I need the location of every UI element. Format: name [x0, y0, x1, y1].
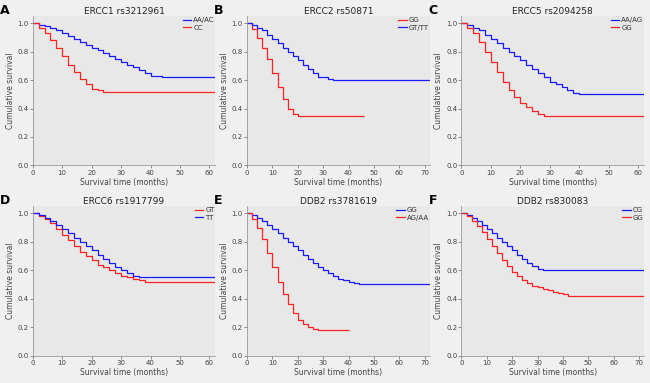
Legend: GG, GT/TT: GG, GT/TT	[398, 17, 429, 31]
Y-axis label: Cumulative survival: Cumulative survival	[6, 243, 14, 319]
Text: A: A	[0, 4, 10, 17]
Legend: AA/AC, CC: AA/AC, CC	[183, 17, 214, 31]
Legend: GG, AG/AA: GG, AG/AA	[396, 207, 429, 221]
Title: ERCC1 rs3212961: ERCC1 rs3212961	[84, 7, 164, 15]
X-axis label: Survival time (months): Survival time (months)	[80, 368, 168, 377]
Legend: GT, TT: GT, TT	[195, 207, 215, 221]
Title: DDB2 rs3781619: DDB2 rs3781619	[300, 196, 377, 206]
Y-axis label: Cumulative survival: Cumulative survival	[434, 52, 443, 129]
Y-axis label: Cumulative survival: Cumulative survival	[220, 243, 229, 319]
Title: DDB2 rs830083: DDB2 rs830083	[517, 196, 588, 206]
Title: ERCC6 rs1917799: ERCC6 rs1917799	[83, 196, 164, 206]
Title: ERCC2 rs50871: ERCC2 rs50871	[304, 7, 373, 15]
Text: D: D	[0, 195, 10, 208]
X-axis label: Survival time (months): Survival time (months)	[509, 178, 597, 187]
X-axis label: Survival time (months): Survival time (months)	[294, 368, 382, 377]
Text: E: E	[214, 195, 223, 208]
Y-axis label: Cumulative survival: Cumulative survival	[434, 243, 443, 319]
Y-axis label: Cumulative survival: Cumulative survival	[220, 52, 229, 129]
Text: F: F	[428, 195, 437, 208]
Text: C: C	[428, 4, 437, 17]
Y-axis label: Cumulative survival: Cumulative survival	[6, 52, 14, 129]
Legend: AA/AG, GG: AA/AG, GG	[611, 17, 644, 31]
X-axis label: Survival time (months): Survival time (months)	[80, 178, 168, 187]
Text: B: B	[214, 4, 224, 17]
Legend: CG, GG: CG, GG	[622, 207, 644, 221]
X-axis label: Survival time (months): Survival time (months)	[294, 178, 382, 187]
X-axis label: Survival time (months): Survival time (months)	[509, 368, 597, 377]
Title: ERCC5 rs2094258: ERCC5 rs2094258	[512, 7, 593, 15]
